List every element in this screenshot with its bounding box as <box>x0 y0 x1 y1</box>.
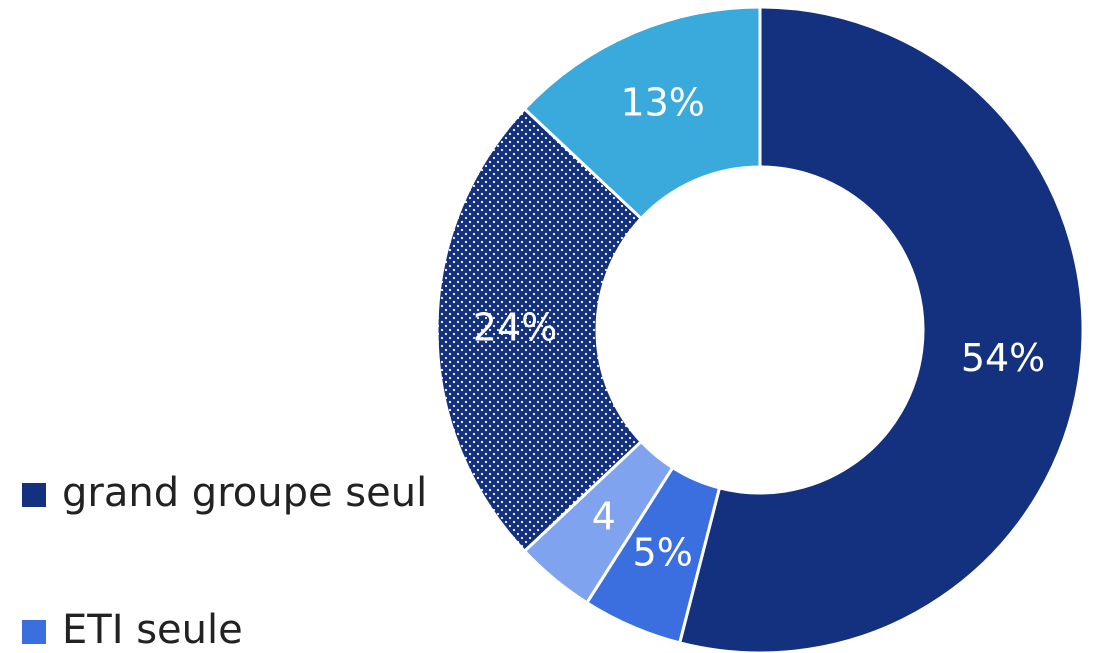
data-label: 24% <box>473 306 557 350</box>
donut-segment <box>677 5 1085 653</box>
legend-label: grand groupe seul <box>62 470 427 516</box>
data-label: 13% <box>620 81 704 125</box>
donut-segment <box>435 106 644 554</box>
legend-label: ETI seule <box>62 607 243 653</box>
legend-swatch <box>22 620 46 644</box>
data-label: 54% <box>961 336 1045 380</box>
legend-swatch <box>22 483 46 507</box>
data-label: 5% <box>633 530 693 574</box>
data-label: 4 <box>592 494 616 538</box>
donut-segment <box>522 5 762 221</box>
